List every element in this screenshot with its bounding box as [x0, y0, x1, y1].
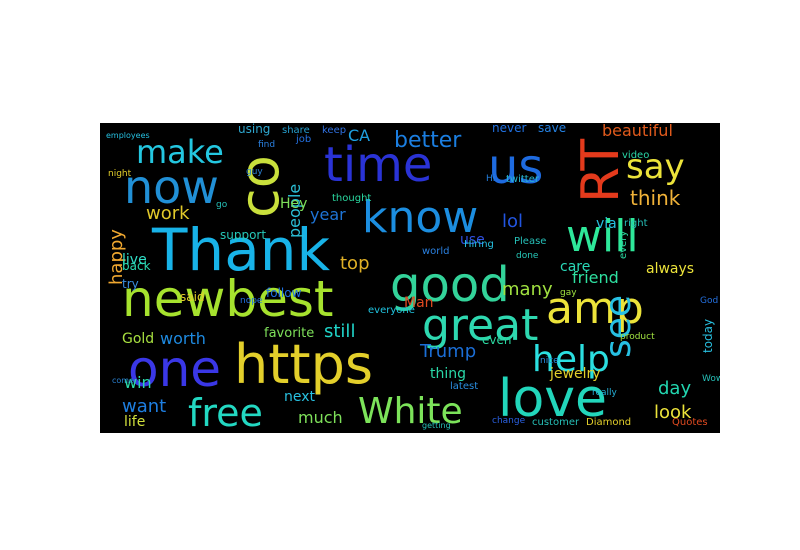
cloud-word: RT	[571, 139, 631, 203]
cloud-word: every	[618, 231, 629, 259]
cloud-word: thought	[332, 193, 371, 204]
cloud-word: Please	[514, 236, 546, 247]
cloud-word: think	[630, 186, 681, 210]
cloud-word: https	[234, 333, 373, 396]
cloud-word: year	[310, 205, 346, 224]
cloud-word: CA	[348, 126, 370, 145]
cloud-word: today	[701, 319, 715, 353]
cloud-word: love	[498, 369, 607, 429]
cloud-word: want	[122, 396, 166, 417]
cloud-word: using	[238, 123, 270, 136]
cloud-word: time	[324, 137, 432, 193]
cloud-word: really	[592, 388, 618, 398]
cloud-word: lol	[502, 211, 523, 232]
cloud-word: twitter	[506, 174, 540, 185]
cloud-word: us	[488, 139, 543, 195]
cloud-word: go	[216, 200, 228, 210]
cloud-word: live	[122, 252, 147, 268]
cloud-word: co	[228, 155, 291, 218]
cloud-word: Diamond	[586, 417, 631, 428]
cloud-word: still	[324, 321, 355, 342]
cloud-word: via	[596, 216, 617, 232]
cloud-word: nope	[240, 296, 263, 306]
cloud-word: everyone	[368, 305, 415, 316]
cloud-word: customer	[532, 417, 580, 428]
cloud-word: Trump	[419, 341, 476, 362]
cloud-word: day	[658, 378, 691, 399]
cloud-word: newbest	[122, 270, 334, 328]
cloud-word: video	[622, 150, 649, 161]
cloud-word: night	[108, 169, 132, 179]
cloud-word: next	[284, 389, 316, 405]
cloud-word: now	[124, 160, 219, 214]
cloud-word: Hi	[486, 174, 495, 184]
cloud-word: keep	[322, 125, 346, 136]
cloud-word: good	[390, 257, 510, 313]
cloud-word: Hey	[280, 196, 307, 212]
cloud-word: make	[136, 133, 224, 171]
cloud-word: use	[460, 232, 485, 248]
cloud-word: say	[626, 147, 685, 187]
cloud-word: come	[112, 376, 134, 385]
cloud-word: guy	[246, 167, 263, 177]
cloud-word: favorite	[264, 326, 314, 341]
cloud-word: know	[362, 192, 478, 243]
cloud-word: even	[482, 333, 511, 347]
cloud-word: Gold	[122, 331, 154, 347]
cloud-word: share	[282, 125, 310, 136]
cloud-word: world	[422, 246, 450, 257]
cloud-word: back	[122, 259, 151, 273]
cloud-word: worth	[160, 329, 206, 348]
cloud-word: many	[502, 279, 553, 300]
cloud-word: amp	[546, 283, 644, 334]
cloud-word: done	[516, 251, 539, 261]
cloud-word: Wow	[702, 374, 720, 384]
cloud-word: right	[624, 218, 648, 229]
cloud-word: win	[124, 373, 152, 392]
cloud-word: employees	[106, 131, 150, 140]
cloud-word: nice	[540, 356, 559, 366]
cloud-word: try	[122, 277, 139, 291]
cloud-word: jewelry	[549, 366, 601, 382]
cloud-word: top	[340, 253, 370, 274]
cloud-word: free	[188, 391, 263, 433]
cloud-word: always	[646, 261, 694, 277]
cloud-word: great	[422, 300, 538, 351]
cloud-word: latest	[450, 381, 478, 392]
cloud-word: gay	[560, 288, 577, 298]
cloud-word: Thank	[151, 216, 330, 284]
cloud-word: change	[492, 416, 526, 426]
cloud-word: save	[538, 123, 566, 135]
cloud-word: said	[180, 290, 205, 304]
cloud-word: will	[566, 211, 639, 262]
cloud-word: follow	[266, 286, 302, 300]
cloud-word: care	[560, 259, 590, 275]
cloud-word: much	[298, 408, 343, 427]
cloud-word: job	[295, 134, 311, 145]
cloud-word: find	[258, 140, 275, 150]
cloud-word: never	[492, 123, 526, 135]
word-cloud: Thank newbest https one love good will know time…	[100, 123, 720, 433]
cloud-word: see	[598, 295, 639, 358]
cloud-word: happy	[106, 229, 127, 285]
cloud-word: Man	[404, 295, 434, 311]
cloud-word: one	[128, 340, 221, 398]
cloud-word: friend	[572, 268, 619, 287]
cloud-word: work	[146, 203, 190, 224]
cloud-word: thing	[430, 366, 466, 382]
cloud-word: White	[358, 391, 463, 432]
cloud-word: Hiring	[464, 239, 494, 250]
cloud-word: help	[532, 339, 610, 380]
cloud-word: Quotes	[672, 417, 708, 428]
cloud-word: look	[654, 402, 692, 423]
cloud-word: better	[394, 128, 462, 153]
cloud-word: getting	[422, 421, 451, 430]
cloud-word: support	[220, 228, 266, 242]
cloud-word: life	[124, 414, 145, 430]
cloud-word: God	[700, 296, 718, 306]
cloud-word: beautiful	[602, 123, 673, 140]
cloud-word: people	[285, 184, 304, 238]
cloud-word: product	[620, 332, 655, 342]
